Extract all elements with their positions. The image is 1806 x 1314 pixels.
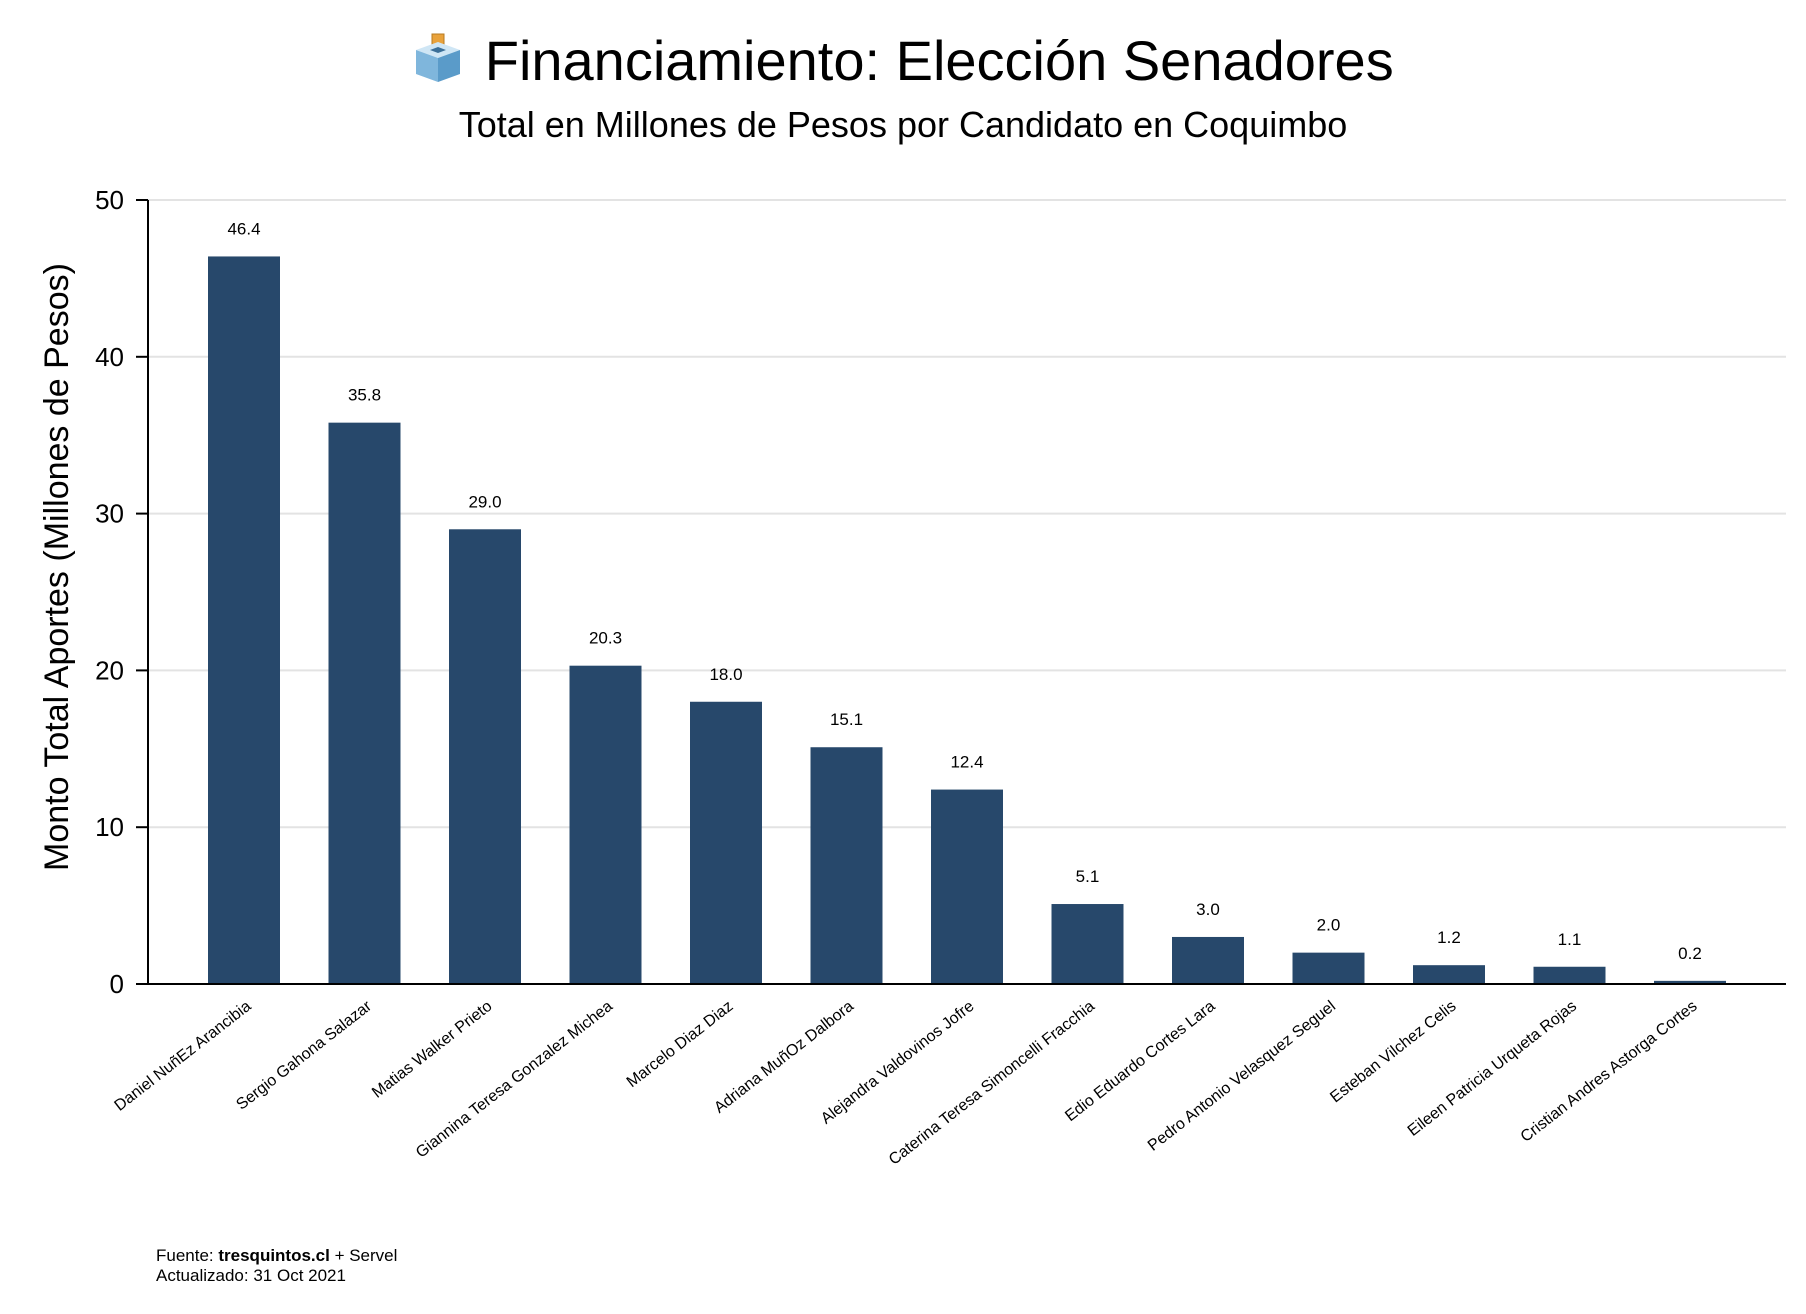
value-label: 1.1 [1558,930,1582,949]
y-tick-label: 30 [95,499,124,529]
ballot-box-icon [412,32,464,89]
bar [690,701,762,984]
category-label: Adriana MuñOz Dalbora [711,998,857,1117]
value-label: 5.1 [1076,867,1100,886]
chart-subtitle: Total en Millones de Pesos por Candidato… [458,104,1348,145]
category-label: Esteban Vilchez Celis [1327,998,1459,1106]
y-tick-label: 10 [95,812,124,842]
bar [1051,904,1124,984]
value-label: 12.4 [950,753,983,772]
bar [328,422,401,984]
bar [208,256,280,984]
bar [1533,966,1606,984]
bar [569,665,642,984]
title-row: Financiamiento: Elección Senadores [0,28,1806,93]
source-site: tresquintos.cl [218,1246,330,1265]
bars [208,256,1726,984]
y-tick-label: 0 [110,969,124,999]
chart-title: Financiamiento: Elección Senadores [484,29,1394,92]
category-label: Matias Walker Prieto [369,998,495,1102]
bar [810,747,883,984]
y-axis-title: Monto Total Aportes (Millones de Pesos) [38,263,76,871]
source-prefix: Fuente: [156,1246,219,1265]
y-tick-label: 50 [95,185,124,215]
axes [136,199,1786,985]
value-label: 0.2 [1678,944,1702,963]
value-label: 3.0 [1196,900,1220,919]
value-label: 35.8 [348,386,381,405]
category-label: Giannina Teresa Gonzalez Michea [413,998,616,1162]
category-label: Marcelo Diaz Diaz [624,998,737,1091]
bar [931,789,1003,984]
y-tick-label: 20 [95,655,124,685]
value-label: 18.0 [709,665,742,684]
value-label: 46.4 [227,219,260,238]
bar [1413,965,1485,984]
value-label: 2.0 [1317,916,1341,935]
category-label: Pedro Antonio Velasquez Seguel [1145,998,1339,1155]
footer: Fuente: tresquintos.cl + Servel Actualiz… [156,1246,397,1286]
bar [1654,980,1726,984]
value-label: 29.0 [468,492,501,511]
y-tick-label: 40 [95,342,124,372]
category-label: Caterina Teresa Simoncelli Fracchia [886,998,1098,1169]
bar [1172,936,1244,984]
value-label: 15.1 [830,710,863,729]
value-label: 20.3 [589,629,622,648]
source-line: Fuente: tresquintos.cl + Servel [156,1246,397,1266]
category-label: Daniel NuñEz Arancibia [112,998,255,1115]
source-suffix: + Servel [329,1246,398,1265]
bar [1292,952,1365,984]
updated-line: Actualizado: 31 Oct 2021 [156,1266,346,1285]
value-label: 1.2 [1437,928,1461,947]
bar [449,529,521,984]
category-label: Sergio Gahona Salazar [233,997,375,1113]
